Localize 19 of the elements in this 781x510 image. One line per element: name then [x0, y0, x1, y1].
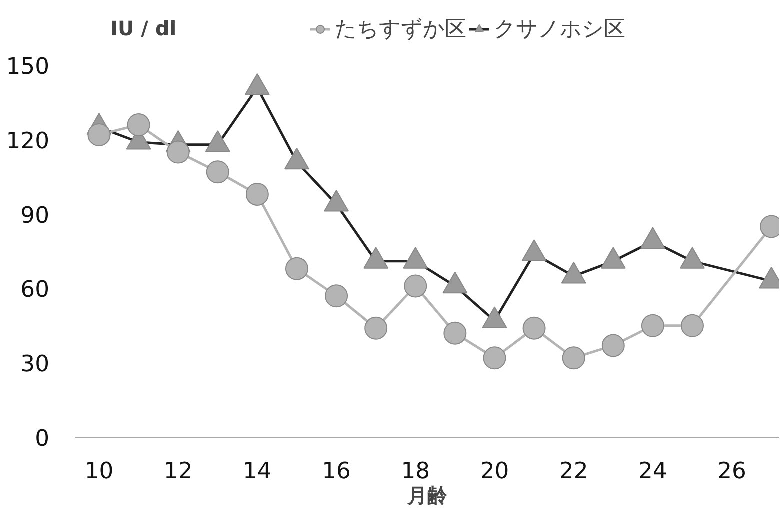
y-tick-label: 150: [6, 54, 50, 80]
x-axis-title: 月齢: [406, 484, 448, 508]
y-axis-title: IU / dl: [110, 16, 177, 40]
y-tick-label: 120: [6, 128, 50, 154]
x-tick-label: 14: [243, 458, 272, 484]
x-tick-label: 10: [84, 458, 114, 484]
y-tick-label: 60: [20, 277, 50, 304]
y-tick-label: 30: [20, 352, 50, 378]
x-tick-label: 20: [480, 458, 510, 484]
x-tick-label: 16: [322, 458, 351, 484]
y-tick-label: 90: [20, 202, 50, 229]
y-tick-label: 0: [35, 426, 50, 452]
x-tick-label: 12: [164, 458, 193, 484]
x-tick-label: 26: [718, 458, 746, 484]
x-tick-label: 24: [638, 458, 668, 484]
x-tick-label: 18: [401, 458, 430, 484]
x-tick-label: 22: [559, 458, 588, 484]
legend-label: たちすずか区: [335, 16, 466, 43]
legend-label: クサノホシ区: [494, 16, 625, 43]
